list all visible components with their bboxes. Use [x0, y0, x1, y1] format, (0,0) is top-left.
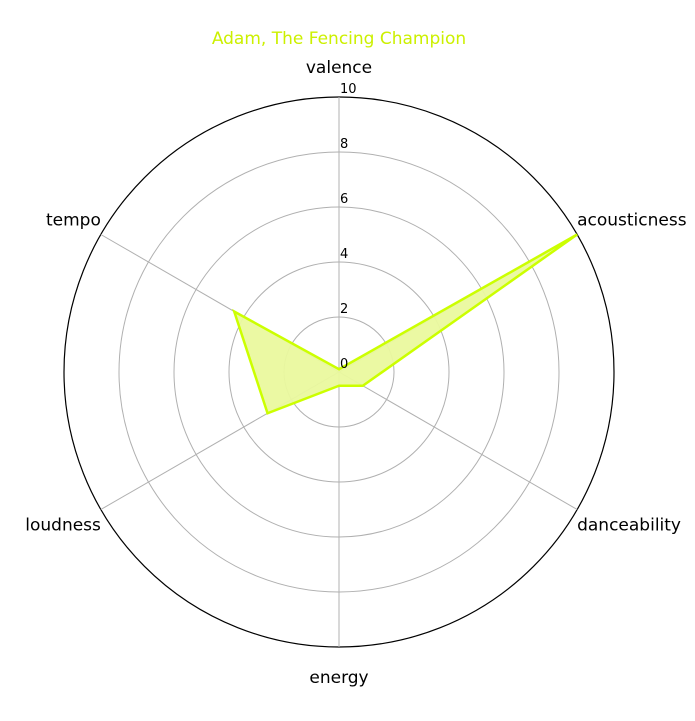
axis-label-loudness: loudness	[25, 516, 101, 536]
series-area	[232, 233, 578, 415]
axis-labels: valence acousticness danceability energy lou…	[25, 58, 686, 688]
radar-series	[232, 233, 578, 415]
axis-label-energy: energy	[309, 668, 368, 688]
r-tick-label: 0	[340, 357, 348, 372]
axis-label-valence: valence	[306, 58, 372, 78]
r-tick-label: 10	[340, 82, 357, 97]
r-tick-label: 4	[340, 247, 348, 262]
radial-tick-labels: 0 2 4 6 8 10	[340, 82, 357, 372]
chart-title: Adam, The Fencing Champion	[212, 29, 466, 49]
r-tick-label: 2	[340, 302, 348, 317]
axis-label-acousticness: acousticness	[577, 211, 687, 231]
spoke-danceability	[338, 371, 578, 510]
r-tick-label: 8	[340, 137, 348, 152]
r-tick-label: 6	[340, 192, 348, 207]
axis-label-danceability: danceability	[577, 516, 681, 536]
axis-label-tempo: tempo	[46, 211, 101, 231]
